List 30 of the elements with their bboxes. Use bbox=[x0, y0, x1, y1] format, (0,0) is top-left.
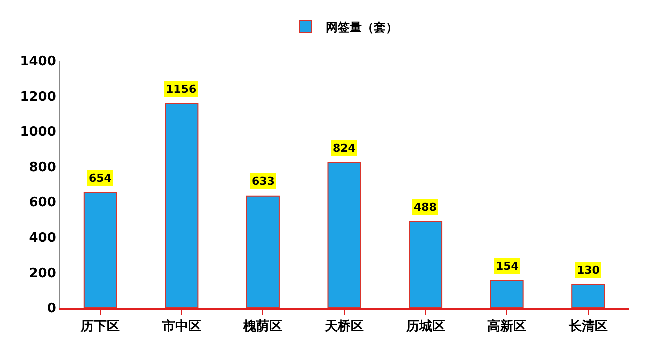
x-tick-label: 天桥区 bbox=[324, 320, 364, 335]
data-label: 633 bbox=[252, 175, 275, 188]
x-tick-label: 历城区 bbox=[405, 320, 446, 335]
data-label: 488 bbox=[414, 201, 437, 214]
bar bbox=[572, 284, 606, 308]
x-tick-label: 槐荫区 bbox=[242, 318, 283, 335]
bar bbox=[165, 104, 199, 308]
legend-label: 网签量（套） bbox=[326, 20, 398, 34]
x-tick-label: 历下区 bbox=[80, 320, 120, 335]
x-tick-label: 长清区 bbox=[568, 320, 608, 335]
data-label: 130 bbox=[577, 264, 600, 277]
x-tick-label: 市中区 bbox=[161, 318, 202, 335]
y-tick-label: 600 bbox=[29, 196, 56, 211]
data-label: 1156 bbox=[166, 83, 197, 96]
bar bbox=[409, 221, 443, 308]
x-tick-label: 高新区 bbox=[488, 318, 527, 335]
bar bbox=[328, 162, 362, 308]
bar bbox=[84, 192, 118, 308]
y-tick-label: 200 bbox=[29, 266, 56, 282]
y-tick-label: 1200 bbox=[20, 90, 56, 105]
bar bbox=[490, 280, 524, 308]
y-tick-label: 1400 bbox=[20, 54, 56, 70]
data-label: 154 bbox=[496, 260, 520, 273]
y-tick-label: 1000 bbox=[20, 125, 56, 140]
y-tick-label: 800 bbox=[29, 160, 56, 176]
y-tick-label: 400 bbox=[29, 230, 56, 246]
bar bbox=[246, 196, 280, 308]
data-label: 824 bbox=[333, 142, 356, 155]
y-tick-label: 0 bbox=[47, 302, 56, 317]
data-label: 654 bbox=[89, 172, 112, 185]
